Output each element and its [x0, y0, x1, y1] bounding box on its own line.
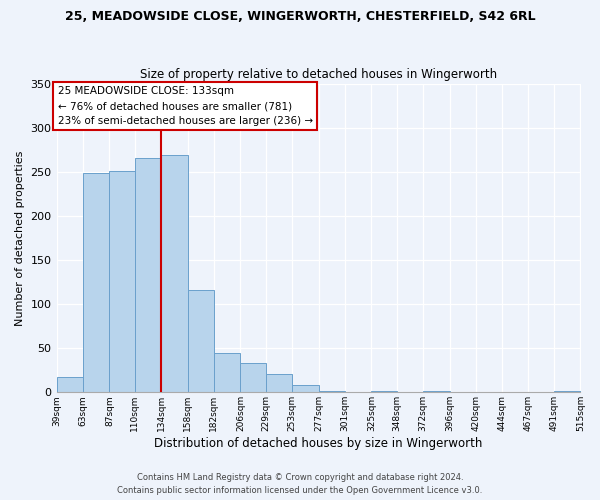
Text: Contains HM Land Registry data © Crown copyright and database right 2024.
Contai: Contains HM Land Registry data © Crown c…	[118, 474, 482, 495]
Bar	[161, 155, 188, 392]
Bar	[423, 390, 449, 392]
Bar	[371, 390, 397, 392]
Bar	[188, 290, 214, 392]
Bar	[241, 363, 266, 392]
Title: Size of property relative to detached houses in Wingerworth: Size of property relative to detached ho…	[140, 68, 497, 81]
Bar	[292, 385, 319, 392]
Bar	[56, 378, 83, 392]
Text: 25, MEADOWSIDE CLOSE, WINGERWORTH, CHESTERFIELD, S42 6RL: 25, MEADOWSIDE CLOSE, WINGERWORTH, CHEST…	[65, 10, 535, 23]
Bar	[554, 390, 581, 392]
Text: 25 MEADOWSIDE CLOSE: 133sqm
← 76% of detached houses are smaller (781)
23% of se: 25 MEADOWSIDE CLOSE: 133sqm ← 76% of det…	[58, 86, 313, 126]
Bar	[319, 390, 345, 392]
Bar	[214, 352, 241, 393]
Y-axis label: Number of detached properties: Number of detached properties	[15, 150, 25, 326]
Bar	[134, 158, 161, 392]
Bar	[109, 171, 134, 392]
Bar	[83, 172, 109, 392]
X-axis label: Distribution of detached houses by size in Wingerworth: Distribution of detached houses by size …	[154, 437, 483, 450]
Bar	[266, 374, 292, 392]
